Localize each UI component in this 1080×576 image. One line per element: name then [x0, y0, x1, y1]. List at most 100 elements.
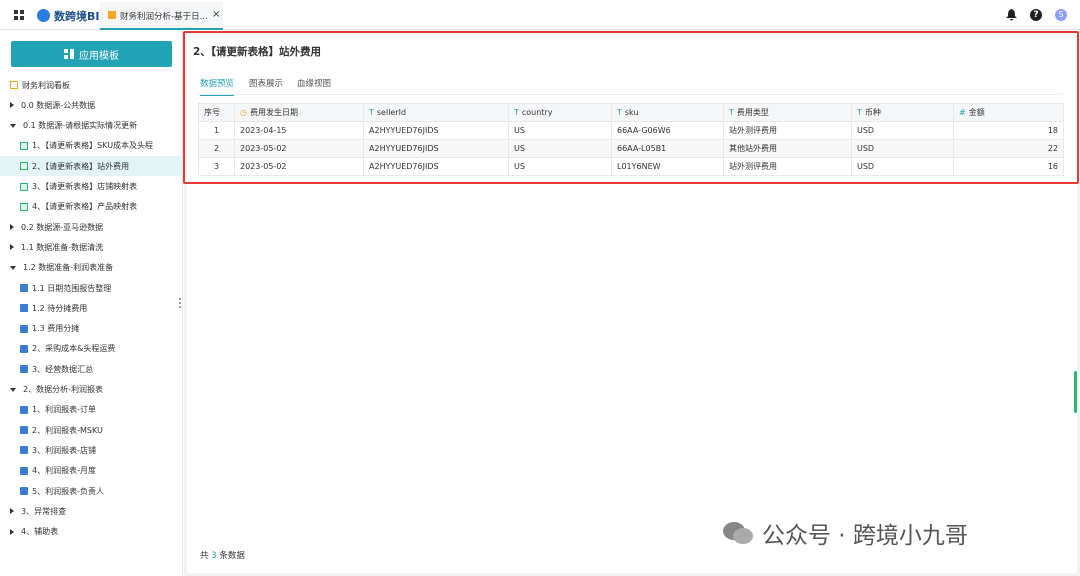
tree-label: 4、【请更新表格】产品映射表: [32, 202, 138, 212]
tabs-divider: [197, 94, 1063, 95]
caret: [10, 387, 16, 392]
caret: [10, 265, 16, 270]
tab[interactable]: 数据预览: [200, 77, 235, 96]
tree-label: 0.2 数据源-亚马逊数据: [21, 222, 104, 232]
tree-item[interactable]: 3、【请更新表格】店铺映射表: [0, 177, 182, 197]
table-icon: [20, 202, 28, 211]
table-cell: A2HYYUED76JIDS: [363, 157, 509, 176]
tree-label: 1.1 数据准备-数据清洗: [21, 242, 104, 252]
tree-item[interactable]: 0.1 数据源-请根据实际情况更新: [0, 116, 182, 136]
tree-item[interactable]: 3、经营数据汇总: [0, 359, 182, 379]
chart-icon: [20, 405, 28, 414]
tree-label: 3、经营数据汇总: [32, 364, 94, 374]
caret: [10, 244, 14, 251]
tree-label: 4、辅助表: [21, 527, 59, 537]
type-icon: T: [514, 108, 519, 117]
chart-icon: [20, 426, 28, 435]
type-icon: ◷: [240, 108, 247, 117]
tree-label: 1.2 待分摊费用: [32, 303, 88, 313]
tree-item[interactable]: 1.2 待分摊费用: [0, 298, 182, 318]
chart-icon: [20, 487, 28, 495]
header-text: 序号: [204, 108, 220, 117]
tree-item[interactable]: 0.0 数据源-公共数据: [0, 95, 182, 115]
chart-icon: [20, 446, 28, 455]
help-icon[interactable]: ?: [1030, 9, 1042, 21]
row-count: 3: [211, 551, 217, 561]
column-header: 序号: [198, 103, 235, 122]
tree-item[interactable]: 4、【请更新表格】产品映射表: [0, 197, 182, 217]
header-text: 币种: [864, 108, 881, 117]
caret: [10, 123, 16, 128]
tree-item[interactable]: 2、【请更新表格】站外费用: [0, 156, 182, 177]
tab-title: 财务利润分析-基于日...: [120, 12, 208, 22]
tree-item[interactable]: 2、采购成本&头程运费: [0, 339, 182, 359]
chart-icon: [20, 304, 28, 313]
tree-item[interactable]: 5、利润报表-负责人: [0, 481, 182, 501]
tree-item[interactable]: 1、利润报表-订单: [0, 400, 182, 420]
header-text: 金额: [968, 108, 985, 117]
tree-label: 0.1 数据源-请根据实际情况更新: [23, 121, 138, 131]
tree-label: 3、异常排查: [21, 506, 67, 516]
tree-item[interactable]: 0.2 数据源-亚马逊数据: [0, 217, 182, 237]
apps-icon[interactable]: [14, 10, 24, 20]
avatar[interactable]: S: [1055, 9, 1067, 21]
chart-icon: [20, 365, 28, 374]
chart-icon: [20, 324, 28, 333]
tree-label: 1.1 日期范围报告整理: [32, 283, 112, 293]
tree-item[interactable]: 1、【请更新表格】SKU成本及头程: [0, 136, 182, 156]
tree-label: 0.0 数据源-公共数据: [21, 100, 96, 110]
template-button[interactable]: 应用模板: [11, 41, 172, 67]
table-cell: 2023-05-02: [234, 139, 364, 158]
tree-item[interactable]: 4、辅助表: [0, 522, 182, 542]
caret: [10, 508, 14, 515]
type-icon: T: [857, 108, 862, 117]
tree-item[interactable]: 财务利润看板: [0, 75, 182, 95]
table-icon: [20, 162, 28, 171]
tree-label: 3、利润报表-店铺: [32, 445, 96, 455]
tree-label: 1、【请更新表格】SKU成本及头程: [32, 141, 154, 151]
tree-item[interactable]: 2、数据分析-利润报表: [0, 380, 182, 400]
column-header: T 币种: [851, 103, 954, 122]
tree-item[interactable]: 1.2 数据准备-利润表准备: [0, 258, 182, 278]
table-cell: 站外测评费用: [723, 157, 852, 176]
tree-label: 5、利润报表-负责人: [32, 486, 104, 496]
chart-icon: [20, 344, 28, 353]
tab[interactable]: 图表展示: [249, 79, 284, 89]
tab[interactable]: 血缘视图: [297, 79, 332, 89]
table-cell: 16: [953, 157, 1064, 176]
tab-close[interactable]: ×: [212, 9, 221, 20]
highlight-box: [183, 31, 1079, 184]
tree-item[interactable]: 3、异常排查: [0, 501, 182, 521]
panel-title: 2、【请更新表格】站外费用: [193, 46, 322, 58]
tree-item[interactable]: 2、利润报表-MSKU: [0, 420, 182, 440]
tree-label: 财务利润看板: [22, 80, 70, 90]
tree-item[interactable]: 1.1 日期范围报告整理: [0, 278, 182, 298]
scrollbar[interactable]: [1074, 371, 1077, 413]
tree-item[interactable]: 1.3 费用分摊: [0, 319, 182, 339]
table-cell: L01Y6NEW: [611, 157, 724, 176]
table-cell: 2023-05-02: [234, 157, 364, 176]
tree-item[interactable]: 1.1 数据准备-数据清洗: [0, 237, 182, 257]
resize-handle[interactable]: [179, 298, 181, 308]
caret: [10, 102, 14, 109]
table-icon: [20, 182, 28, 191]
bell-icon[interactable]: [1006, 9, 1017, 21]
tree-label: 2、利润报表-MSKU: [32, 425, 103, 435]
logo-icon: [37, 9, 50, 22]
tree-item[interactable]: 4、利润报表-月度: [0, 461, 182, 481]
tree-label: 1.3 费用分摊: [32, 324, 80, 334]
tab[interactable]: 财务利润分析-基于日... ×: [100, 2, 223, 30]
table-row: 3 2023-05-02 A2HYYUED76JIDS US L01Y6NEW 站外测评费…: [198, 157, 1064, 176]
header-text: country: [521, 108, 553, 117]
type-icon: #: [959, 108, 966, 117]
tree-label: 4、利润报表-月度: [32, 466, 96, 476]
tree-label: 2、采购成本&头程运费: [32, 344, 116, 354]
button-text: 应用模板: [79, 50, 119, 62]
tree-item[interactable]: 3、利润报表-店铺: [0, 440, 182, 460]
table-cell: 66AA-L05B1: [611, 139, 724, 158]
caret: [10, 528, 14, 535]
